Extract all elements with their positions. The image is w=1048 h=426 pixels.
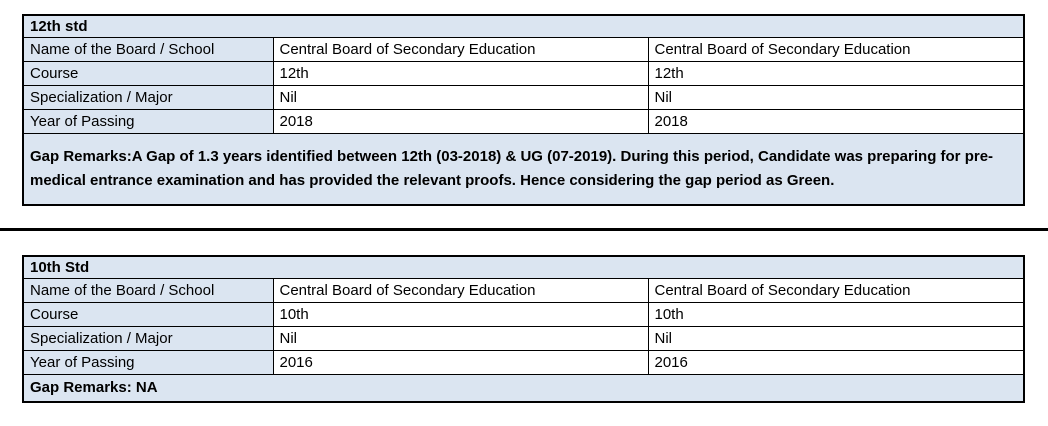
row-label: Name of the Board / School <box>22 37 274 62</box>
row-value: 10th <box>272 302 649 327</box>
table-row: Course 10th 10th <box>22 302 1025 327</box>
row-label: Specialization / Major <box>22 326 274 351</box>
education-table-12th: 12th std Name of the Board / School Cent… <box>22 14 1026 206</box>
education-table-10th: 10th Std Name of the Board / School Cent… <box>22 255 1026 403</box>
table-title-row: 12th std <box>22 14 1025 38</box>
gap-remarks-row: Gap Remarks: NA <box>22 374 1025 403</box>
row-value: Central Board of Secondary Education <box>647 37 1025 62</box>
row-value: Central Board of Secondary Education <box>272 278 649 303</box>
row-value: 12th <box>647 61 1025 86</box>
table-row: Course 12th 12th <box>22 61 1025 86</box>
section-title: 10th Std <box>22 255 1025 279</box>
row-value: 2018 <box>272 109 649 134</box>
table-row: Specialization / Major Nil Nil <box>22 85 1025 110</box>
row-label: Specialization / Major <box>22 85 274 110</box>
row-label: Year of Passing <box>22 109 274 134</box>
row-value: 12th <box>272 61 649 86</box>
row-value: 2016 <box>647 350 1025 375</box>
section-divider <box>0 228 1048 231</box>
row-value: Nil <box>272 85 649 110</box>
gap-remarks-row: Gap Remarks:A Gap of 1.3 years identifie… <box>22 133 1025 206</box>
table-row: Year of Passing 2016 2016 <box>22 350 1025 375</box>
row-label: Year of Passing <box>22 350 274 375</box>
table-row: Year of Passing 2018 2018 <box>22 109 1025 134</box>
row-label: Course <box>22 302 274 327</box>
row-value: Nil <box>647 85 1025 110</box>
row-value: 2018 <box>647 109 1025 134</box>
table-row: Specialization / Major Nil Nil <box>22 326 1025 351</box>
row-label: Name of the Board / School <box>22 278 274 303</box>
gap-remarks: Gap Remarks: NA <box>22 374 1025 403</box>
gap-remarks: Gap Remarks:A Gap of 1.3 years identifie… <box>22 133 1025 206</box>
row-value: Central Board of Secondary Education <box>272 37 649 62</box>
section-title: 12th std <box>22 14 1025 38</box>
row-value: Nil <box>647 326 1025 351</box>
table-row: Name of the Board / School Central Board… <box>22 37 1025 62</box>
table-row: Name of the Board / School Central Board… <box>22 278 1025 303</box>
row-value: Nil <box>272 326 649 351</box>
row-label: Course <box>22 61 274 86</box>
row-value: 2016 <box>272 350 649 375</box>
row-value: Central Board of Secondary Education <box>647 278 1025 303</box>
row-value: 10th <box>647 302 1025 327</box>
table-title-row: 10th Std <box>22 255 1025 279</box>
